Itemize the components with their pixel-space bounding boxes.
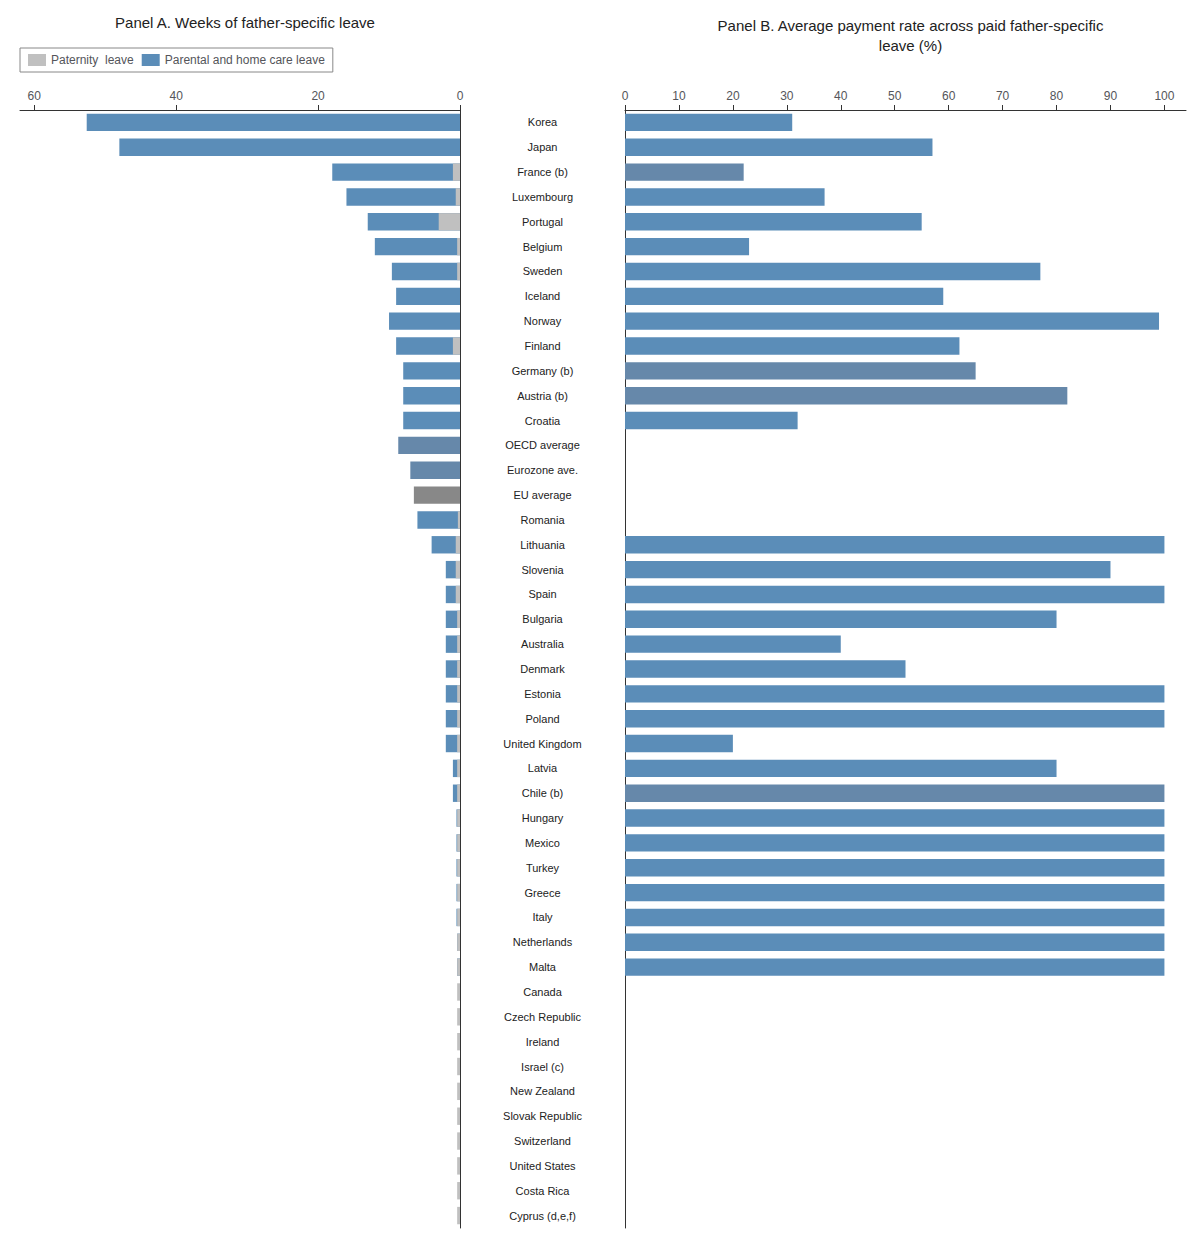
svg-text:Austria (b): Austria (b) xyxy=(517,390,568,402)
svg-text:20: 20 xyxy=(311,89,325,103)
svg-text:Costa Rica: Costa Rica xyxy=(516,1185,571,1197)
svg-text:United States: United States xyxy=(509,1160,576,1172)
svg-text:80: 80 xyxy=(1050,89,1064,103)
svg-text:Cyprus (d,e,f): Cyprus (d,e,f) xyxy=(509,1210,576,1222)
svg-text:Poland: Poland xyxy=(525,713,559,725)
svg-text:Switzerland: Switzerland xyxy=(514,1135,571,1147)
svg-text:Lithuania: Lithuania xyxy=(520,539,566,551)
svg-text:Germany (b): Germany (b) xyxy=(512,365,574,377)
svg-text:0: 0 xyxy=(457,89,464,103)
svg-text:Turkey: Turkey xyxy=(526,862,560,874)
svg-text:Japan: Japan xyxy=(528,141,558,153)
svg-text:Parental and home care leave: Parental and home care leave xyxy=(165,53,325,67)
svg-text:EU average: EU average xyxy=(513,489,571,501)
svg-text:Israel (c): Israel (c) xyxy=(521,1061,564,1073)
svg-text:Portugal: Portugal xyxy=(522,216,563,228)
svg-text:Spain: Spain xyxy=(528,588,556,600)
svg-text:Chile (b): Chile (b) xyxy=(522,787,564,799)
svg-text:Bulgaria: Bulgaria xyxy=(522,613,563,625)
svg-text:Croatia: Croatia xyxy=(525,415,561,427)
svg-text:Romania: Romania xyxy=(520,514,565,526)
svg-text:Canada: Canada xyxy=(523,986,562,998)
svg-text:Ireland: Ireland xyxy=(526,1036,560,1048)
svg-text:Denmark: Denmark xyxy=(520,663,565,675)
svg-text:Italy: Italy xyxy=(532,911,553,923)
svg-text:Australia: Australia xyxy=(521,638,565,650)
svg-text:Panel B. Average payment rate: Panel B. Average payment rate across pai… xyxy=(718,17,1104,34)
svg-text:Czech Republic: Czech Republic xyxy=(504,1011,582,1023)
svg-text:40: 40 xyxy=(169,89,183,103)
svg-text:30: 30 xyxy=(780,89,794,103)
svg-text:60: 60 xyxy=(942,89,956,103)
svg-text:Netherlands: Netherlands xyxy=(513,936,573,948)
svg-text:Slovak Republic: Slovak Republic xyxy=(503,1110,582,1122)
svg-text:Latvia: Latvia xyxy=(528,762,558,774)
svg-text:Belgium: Belgium xyxy=(523,241,563,253)
svg-text:Panel A. Weeks of father-speci: Panel A. Weeks of father-specific leave xyxy=(115,14,375,31)
svg-text:Mexico: Mexico xyxy=(525,837,560,849)
svg-text:Greece: Greece xyxy=(524,887,560,899)
svg-text:70: 70 xyxy=(996,89,1010,103)
svg-text:90: 90 xyxy=(1104,89,1118,103)
svg-text:Iceland: Iceland xyxy=(525,290,560,302)
svg-text:Paternity leave: Paternity leave xyxy=(51,53,134,67)
svg-text:50: 50 xyxy=(888,89,902,103)
svg-text:20: 20 xyxy=(726,89,740,103)
svg-text:40: 40 xyxy=(834,89,848,103)
svg-text:10: 10 xyxy=(672,89,686,103)
svg-text:France (b): France (b) xyxy=(517,166,568,178)
svg-text:60: 60 xyxy=(28,89,42,103)
svg-text:Malta: Malta xyxy=(529,961,557,973)
svg-text:Sweden: Sweden xyxy=(523,265,563,277)
svg-text:Hungary: Hungary xyxy=(522,812,564,824)
svg-text:Eurozone ave.: Eurozone ave. xyxy=(507,464,578,476)
svg-text:Finland: Finland xyxy=(524,340,560,352)
svg-text:Slovenia: Slovenia xyxy=(521,564,564,576)
svg-text:Luxembourg: Luxembourg xyxy=(512,191,573,203)
svg-text:0: 0 xyxy=(622,89,629,103)
svg-text:Korea: Korea xyxy=(528,116,558,128)
svg-text:New Zealand: New Zealand xyxy=(510,1085,575,1097)
svg-text:leave (%): leave (%) xyxy=(879,37,942,54)
svg-text:United Kingdom: United Kingdom xyxy=(503,738,581,750)
svg-text:Norway: Norway xyxy=(524,315,562,327)
svg-text:OECD average: OECD average xyxy=(505,439,580,451)
svg-text:Estonia: Estonia xyxy=(524,688,562,700)
svg-text:100: 100 xyxy=(1154,89,1174,103)
